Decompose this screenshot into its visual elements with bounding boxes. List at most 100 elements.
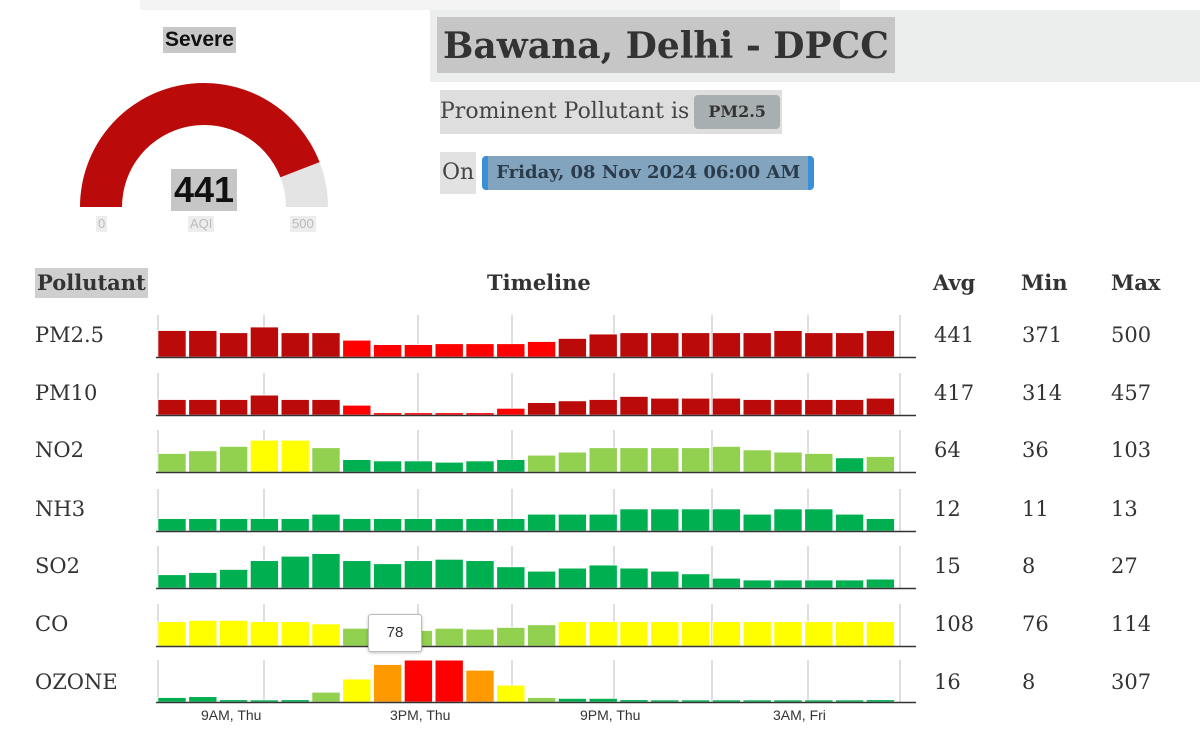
timeline-bar [588,447,618,473]
min-value: 36 [1022,438,1049,462]
timeline-bar [280,440,310,473]
timeline-bar [773,699,803,703]
timeline-bar [773,451,803,473]
prominent-pollutant-label: Prominent Pollutant is [440,99,690,124]
timeline-bar [619,699,649,703]
header-max: Max [1111,270,1161,295]
pollutant-name[interactable]: OZONE [35,670,118,694]
timeline-bar [773,579,803,589]
timeline-bar [404,344,433,358]
timeline-bar [404,412,433,416]
max-value: 457 [1111,381,1152,405]
timeline-bar [188,620,218,647]
timeline-bar [311,513,341,532]
pollutant-name[interactable]: NH3 [35,497,86,521]
pollutant-name[interactable]: SO2 [35,554,80,578]
timeline-bar [866,456,895,473]
min-value: 8 [1022,670,1036,694]
timeline-bar [712,621,741,647]
timeline-bar [681,573,710,589]
on-label: On [440,152,477,194]
timeline-bar [342,339,372,358]
timeline-bar [157,697,187,703]
prominent-pollutant-badge[interactable]: PM2.5 [694,95,780,129]
timeline-bar [465,518,495,532]
datetime-badge[interactable]: Friday, 08 Nov 2024 06:00 AM [482,156,815,190]
timeline-bar [219,399,248,416]
pollutant-name[interactable]: PM2.5 [35,323,105,347]
timeline-bar [434,518,464,532]
timeline-bar [588,621,618,647]
timeline-bar [188,572,218,589]
gauge-max-label: 500 [290,216,316,232]
avg-value: 108 [934,612,975,636]
timeline-bar [712,446,741,473]
timeline-bar [804,508,834,532]
timeline-bar [373,412,402,416]
timeline-bar [619,508,649,532]
prominent-pollutant: Prominent Pollutant is PM2.5 [440,90,782,134]
timeline-bar [496,518,526,532]
timeline-bar [712,332,741,358]
max-value: 307 [1111,670,1152,694]
timeline-bar [835,332,864,358]
timeline-bar [280,621,310,647]
timeline-bar [742,332,772,358]
timeline-bar [527,697,556,703]
timeline-bar [465,412,495,416]
timeline-bar [342,560,372,589]
timeline-bar [280,399,310,416]
timeline-bar [712,508,741,532]
max-value: 27 [1111,554,1138,578]
timeline-bar [558,698,587,703]
timeline-bar [681,397,710,416]
timeline-bar [496,459,526,473]
timeline-bar [280,556,310,589]
timeline-bar [250,440,279,473]
timeline-bar [588,564,618,589]
timeline-bar [434,559,464,589]
min-value: 11 [1022,497,1049,521]
timeline-bar [619,567,649,589]
timeline-bar [188,696,218,703]
observation-date: On Friday, 08 Nov 2024 06:00 AM [440,152,815,194]
timeline-bar [188,330,218,358]
timeline-bar [773,508,803,532]
timeline-bar [280,332,310,358]
header-timeline: Timeline [487,270,591,295]
timeline-bar [250,621,279,647]
timeline-bar [496,408,526,416]
x-axis-tick-label: 3AM, Fri [773,707,826,723]
timeline-bar [219,620,248,647]
timeline-bar [650,570,680,589]
timeline-bar [188,450,218,473]
timeline-bar [434,462,464,473]
timeline-bar [404,460,433,473]
timeline-bar [650,447,680,473]
max-value: 500 [1111,323,1152,347]
timeline-bar [804,621,834,647]
timeline-bar [835,399,864,416]
timeline-bar [434,628,464,647]
timeline-bar [588,513,618,532]
min-value: 371 [1022,323,1063,347]
timeline-bar [188,399,218,416]
timeline-bar [465,460,495,473]
chart-tooltip: 78 [368,614,422,652]
timeline-bar [311,623,341,647]
timeline-bar [342,628,372,647]
timeline-bar [619,332,649,358]
timeline-bar [804,332,834,358]
header-min: Min [1021,270,1068,295]
timeline-bar [558,338,587,358]
timeline-bar [866,578,895,589]
timeline-bar [342,518,372,532]
timeline-bar [835,579,864,589]
timeline-bar [311,332,341,358]
pollutant-name[interactable]: NO2 [35,438,84,462]
timeline-bar [219,332,248,358]
timeline-bar [496,627,526,647]
pollutant-name[interactable]: PM10 [35,381,98,405]
pollutant-name[interactable]: CO [35,612,69,636]
